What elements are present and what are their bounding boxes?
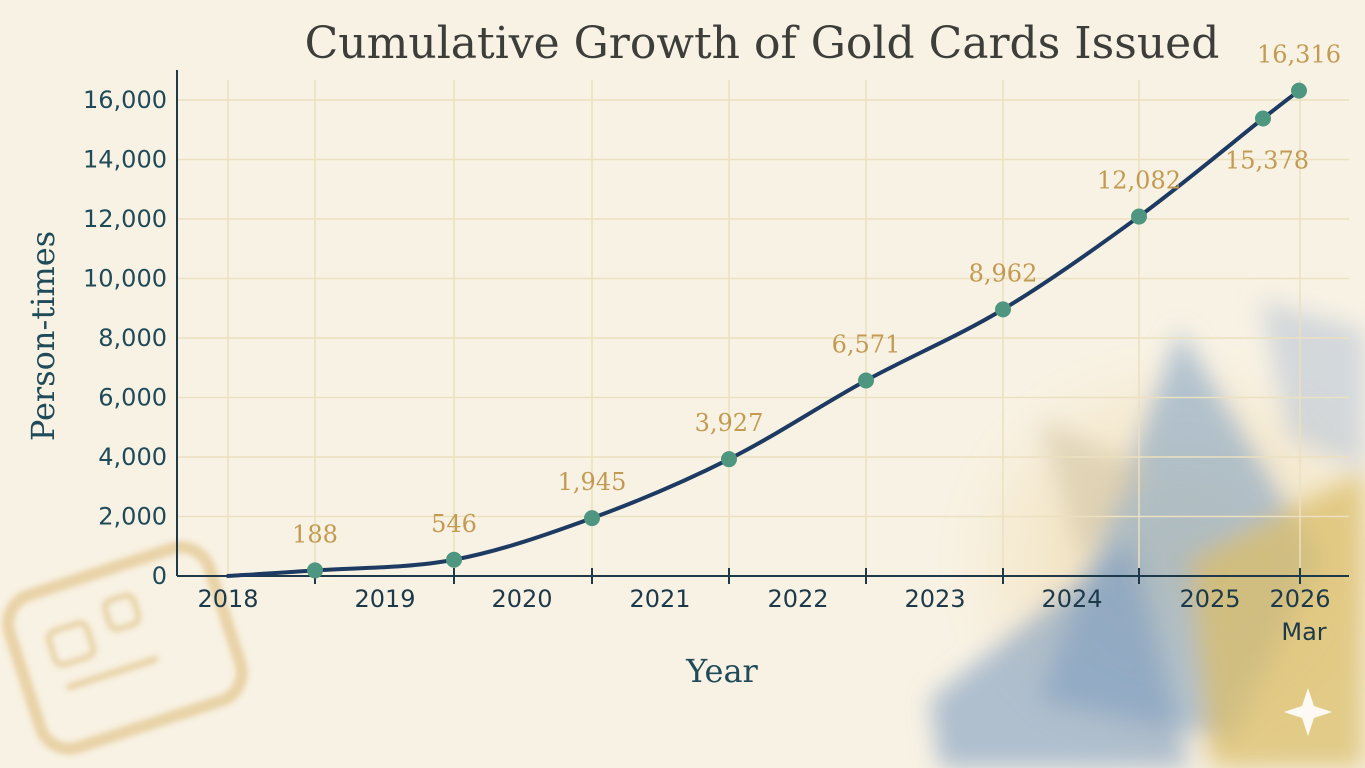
x-tick-label: 2021 xyxy=(629,585,690,613)
x-tick-labels: 2018 2019 2020 2021 2022 2023 2024 2025 2026 Mar xyxy=(197,585,1330,646)
x-tick-label: 2025 xyxy=(1179,585,1240,613)
x-tick-sublabel: Mar xyxy=(1281,618,1326,646)
data-label: 16,316 xyxy=(1257,41,1341,69)
y-tick-label: 0 xyxy=(152,562,167,590)
x-tick-label: 2026 xyxy=(1269,585,1330,613)
y-tick-label: 14,000 xyxy=(83,146,167,174)
y-tick-label: 6,000 xyxy=(98,384,167,412)
data-point xyxy=(1131,208,1147,225)
data-point xyxy=(584,510,600,527)
grid-lines xyxy=(177,80,1349,576)
data-label: 8,962 xyxy=(969,259,1038,287)
crystal-light-decoration xyxy=(930,300,1365,768)
y-axis-label: Person-times xyxy=(24,231,62,441)
x-tick-label: 2023 xyxy=(904,585,965,613)
data-label: 12,082 xyxy=(1097,167,1181,195)
y-tick-label: 8,000 xyxy=(98,324,167,352)
data-label: 1,945 xyxy=(558,468,627,496)
axes xyxy=(176,70,1349,584)
data-point xyxy=(307,562,323,579)
x-tick-label: 2019 xyxy=(354,585,415,613)
x-axis-label: Year xyxy=(685,652,758,690)
data-label: 188 xyxy=(292,520,338,548)
y-tick-label: 16,000 xyxy=(83,86,167,114)
x-tick-label: 2024 xyxy=(1041,585,1102,613)
data-point xyxy=(446,551,462,568)
y-tick-label: 2,000 xyxy=(98,503,167,531)
data-label: 15,378 xyxy=(1225,147,1309,175)
data-label: 6,571 xyxy=(832,331,901,359)
sparkle-icon xyxy=(1284,688,1332,736)
y-tick-label: 10,000 xyxy=(83,265,167,293)
card-icon xyxy=(2,541,248,755)
y-tick-label: 4,000 xyxy=(98,443,167,471)
data-point xyxy=(721,451,737,468)
data-point xyxy=(1255,110,1271,127)
x-tick-label: 2018 xyxy=(197,585,258,613)
data-point xyxy=(858,372,874,389)
data-point xyxy=(1291,82,1307,99)
series-line xyxy=(226,88,1301,578)
data-point xyxy=(995,301,1011,318)
data-points xyxy=(307,82,1307,579)
y-tick-label: 12,000 xyxy=(83,205,167,233)
x-tick-label: 2022 xyxy=(767,585,828,613)
y-tick-labels: 0 2,000 4,000 6,000 8,000 10,000 12,000 14,000 1… xyxy=(83,86,167,590)
x-tick-label: 2020 xyxy=(491,585,552,613)
chart-title: Cumulative Growth of Gold Cards Issued xyxy=(305,18,1220,69)
data-label: 3,927 xyxy=(695,409,764,437)
data-label: 546 xyxy=(431,510,477,538)
data-labels: 188 546 1,945 3,927 6,571 8,962 12,082 15,378 16… xyxy=(292,41,1341,549)
